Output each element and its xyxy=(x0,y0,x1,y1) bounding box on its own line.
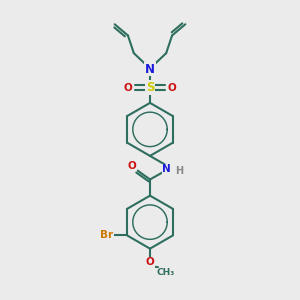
Text: S: S xyxy=(146,81,154,94)
Text: O: O xyxy=(124,82,133,93)
Text: Br: Br xyxy=(100,230,113,240)
Text: N: N xyxy=(145,63,155,76)
Text: H: H xyxy=(176,166,184,176)
Text: CH₃: CH₃ xyxy=(156,268,174,277)
Text: O: O xyxy=(167,82,176,93)
Text: O: O xyxy=(146,257,154,268)
Text: O: O xyxy=(128,160,136,171)
Text: N: N xyxy=(162,164,171,174)
